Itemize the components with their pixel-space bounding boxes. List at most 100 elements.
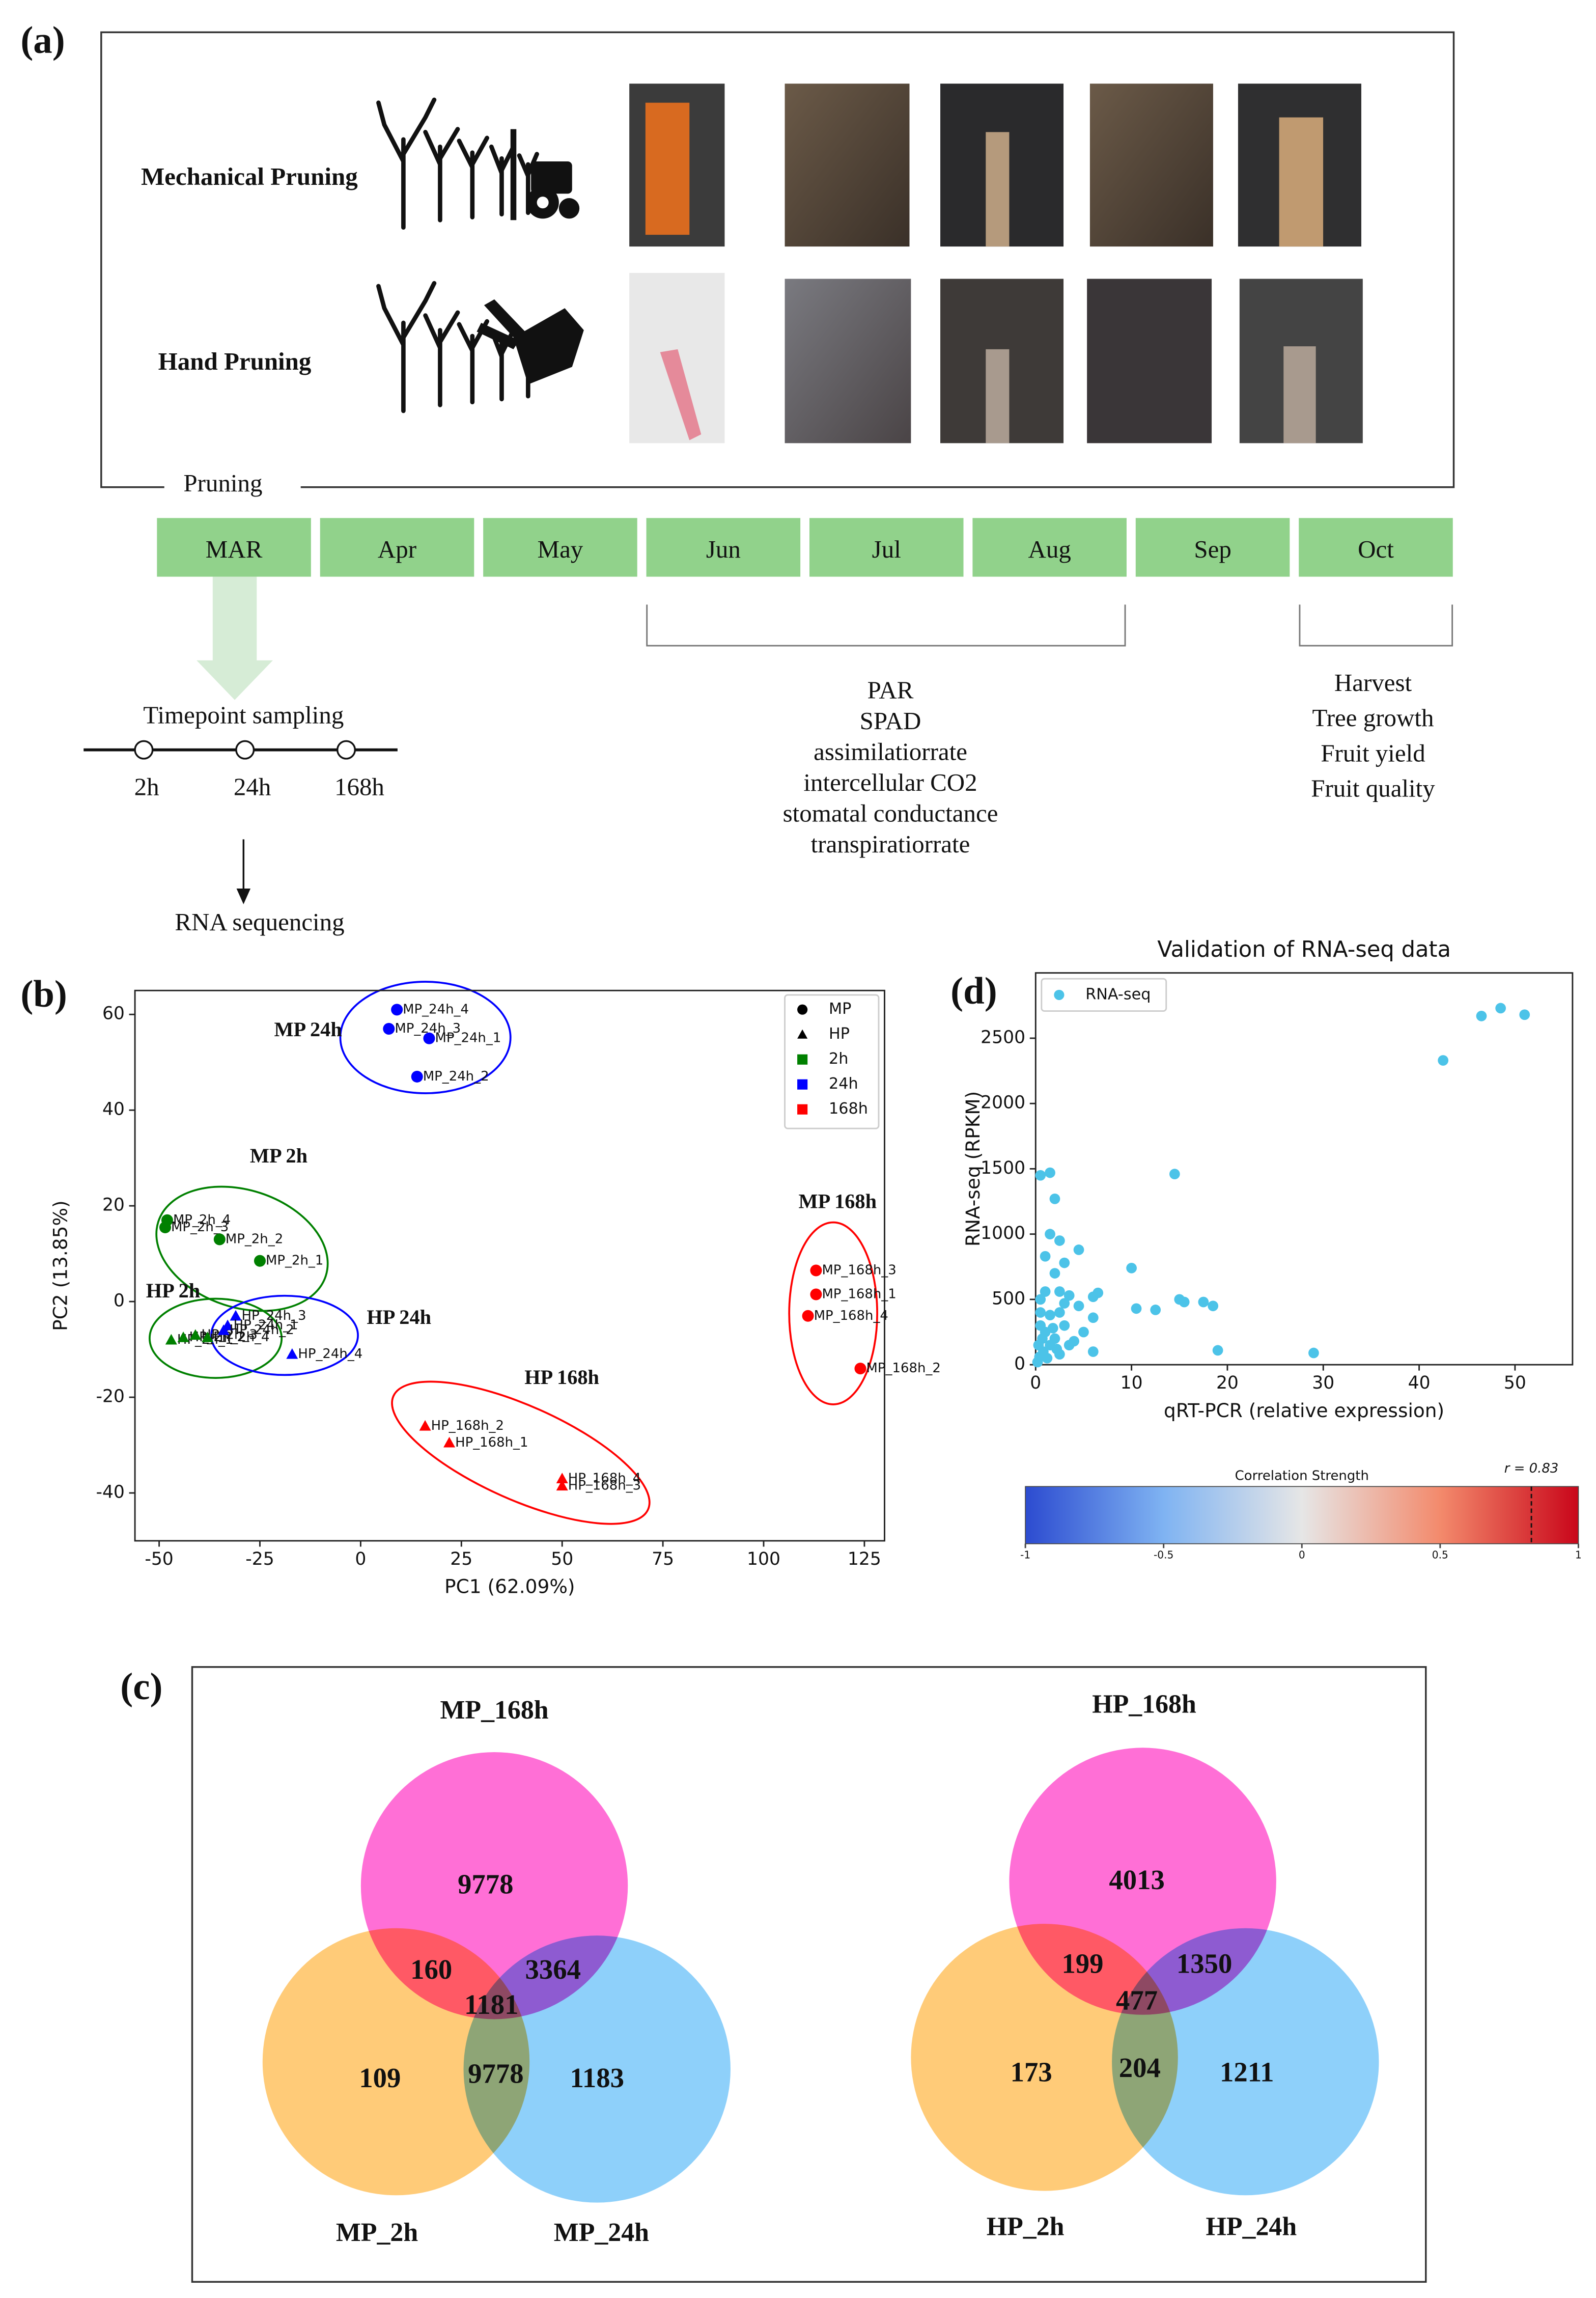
- venn-circle: [262, 1928, 530, 2196]
- outcome: Tree growth: [1312, 704, 1434, 732]
- tractor-icon: [510, 129, 580, 220]
- row-label: Hand Pruning: [158, 347, 312, 375]
- measurement: transpiratiorrate: [811, 830, 970, 858]
- marker-circle: [1073, 1244, 1084, 1255]
- y-tick-label: 0: [1014, 1354, 1025, 1374]
- point-label: MP_24h_2: [423, 1069, 489, 1084]
- marker-triangle: [556, 1480, 568, 1491]
- marker-circle: [1059, 1257, 1070, 1268]
- month-box: [483, 518, 637, 577]
- colorbar-label: Correlation Strength: [1235, 1469, 1369, 1484]
- point-label: MP_2h_2: [226, 1231, 283, 1247]
- marker-circle: [802, 1310, 814, 1322]
- marker-circle: [1198, 1296, 1209, 1308]
- timepoint: 2h: [134, 773, 159, 801]
- marker-circle: [1131, 1303, 1142, 1314]
- month-label: Jul: [872, 535, 901, 563]
- y-tick-label: 60: [102, 1004, 125, 1024]
- measurement: assimilatiorrate: [814, 738, 967, 766]
- group-label: HP 168h: [524, 1366, 599, 1389]
- group-label: MP 168h: [799, 1189, 877, 1212]
- marker-circle: [1040, 1251, 1051, 1262]
- brackets: [646, 604, 1453, 647]
- marker-triangle: [443, 1436, 456, 1448]
- marker-circle: [1035, 1294, 1046, 1305]
- marker-circle: [810, 1264, 822, 1277]
- marker-circle: [1035, 1307, 1046, 1318]
- x-tick-label: 20: [1216, 1373, 1239, 1393]
- chart-title: Validation of RNA-seq data: [1157, 937, 1451, 962]
- legend-box: [1041, 978, 1167, 1012]
- month-box: [972, 518, 1127, 577]
- marker-circle: [1047, 1322, 1058, 1334]
- y-tick-label: 0: [114, 1291, 125, 1311]
- plot-frame: [1034, 972, 1574, 1366]
- marker-circle: [159, 1221, 171, 1233]
- y-tick-label: 1500: [981, 1158, 1025, 1178]
- y-tick-label: -20: [96, 1387, 124, 1407]
- sampling-title: Timepoint sampling: [143, 701, 344, 729]
- month-label: May: [538, 535, 583, 563]
- x-axis-label: PC1 (62.09%): [444, 1575, 575, 1598]
- marker-circle: [1045, 1229, 1055, 1240]
- marker-circle: [423, 1032, 435, 1044]
- outcome: Fruit yield: [1321, 739, 1425, 767]
- marker-circle: [1059, 1320, 1070, 1331]
- marker-circle: [1073, 1300, 1084, 1312]
- plot-frame: [134, 989, 885, 1542]
- marker-circle: [1069, 1336, 1079, 1347]
- r-label: r = 0.83: [1504, 1461, 1559, 1476]
- marker-circle: [1051, 1343, 1062, 1354]
- marker-circle: [1054, 1286, 1065, 1297]
- y-tick-label: 20: [102, 1195, 125, 1215]
- venn-count: 1183: [570, 2062, 624, 2093]
- marker-circle: [1495, 1003, 1506, 1014]
- point-label: MP_168h_1: [822, 1286, 896, 1302]
- colorbar-tick-label: 1: [1575, 1548, 1582, 1561]
- marker-triangle: [189, 1329, 202, 1340]
- marker-circle: [1049, 1194, 1060, 1204]
- group-label: HP 24h: [367, 1306, 431, 1328]
- photos: [629, 84, 1363, 444]
- marker-square: [797, 1104, 808, 1115]
- tree-icons: [376, 97, 539, 413]
- x-tick-label: 0: [1030, 1373, 1041, 1393]
- x-tick-label: 50: [1504, 1373, 1526, 1393]
- pca-ellipses: [149, 981, 878, 1525]
- point-label: HP_168h_2: [431, 1418, 504, 1433]
- month-label: Oct: [1358, 535, 1394, 563]
- venn-count: 160: [410, 1954, 452, 1985]
- pruning-label: Pruning: [183, 469, 262, 497]
- marker-circle: [1308, 1347, 1319, 1359]
- venn-count: 199: [1061, 1948, 1103, 1979]
- y-axis-label: RNA-seq (RPKM): [962, 1091, 984, 1247]
- marker-circle: [1208, 1300, 1219, 1312]
- month-box: [157, 518, 311, 577]
- marker-circle: [854, 1363, 866, 1375]
- marker-circle: [383, 1022, 395, 1035]
- marker-circle: [254, 1255, 266, 1267]
- group-label: HP 2h: [146, 1279, 200, 1302]
- point-label: HP_24h_3: [242, 1308, 306, 1323]
- marker-triangle: [286, 1348, 298, 1359]
- venn-set-label: MP_168h: [440, 1696, 548, 1725]
- marker-circle: [213, 1233, 226, 1245]
- marker-triangle: [202, 1332, 214, 1342]
- venn-count: 9778: [468, 2058, 523, 2089]
- x-tick-label: 75: [652, 1549, 674, 1569]
- timeline: [83, 740, 398, 904]
- venn-set-label: HP_2h: [987, 2212, 1065, 2241]
- marker-triangle: [217, 1324, 230, 1335]
- y-tick-label: 2500: [981, 1027, 1025, 1047]
- y-axis-label: PC2 (13.85%): [49, 1200, 72, 1331]
- x-tick-label: 0: [355, 1549, 366, 1569]
- point-label: HP_24h_2: [230, 1322, 294, 1338]
- month-box: [646, 518, 801, 577]
- y-tick-label: 2000: [981, 1093, 1025, 1113]
- panel-label: (a): [20, 19, 65, 62]
- x-tick-label: 50: [551, 1549, 573, 1569]
- marker-circle: [1438, 1055, 1449, 1066]
- colorbar-tick-label: 0.5: [1432, 1548, 1448, 1561]
- x-tick-label: 10: [1121, 1373, 1143, 1393]
- venn-count: 204: [1119, 2052, 1161, 2083]
